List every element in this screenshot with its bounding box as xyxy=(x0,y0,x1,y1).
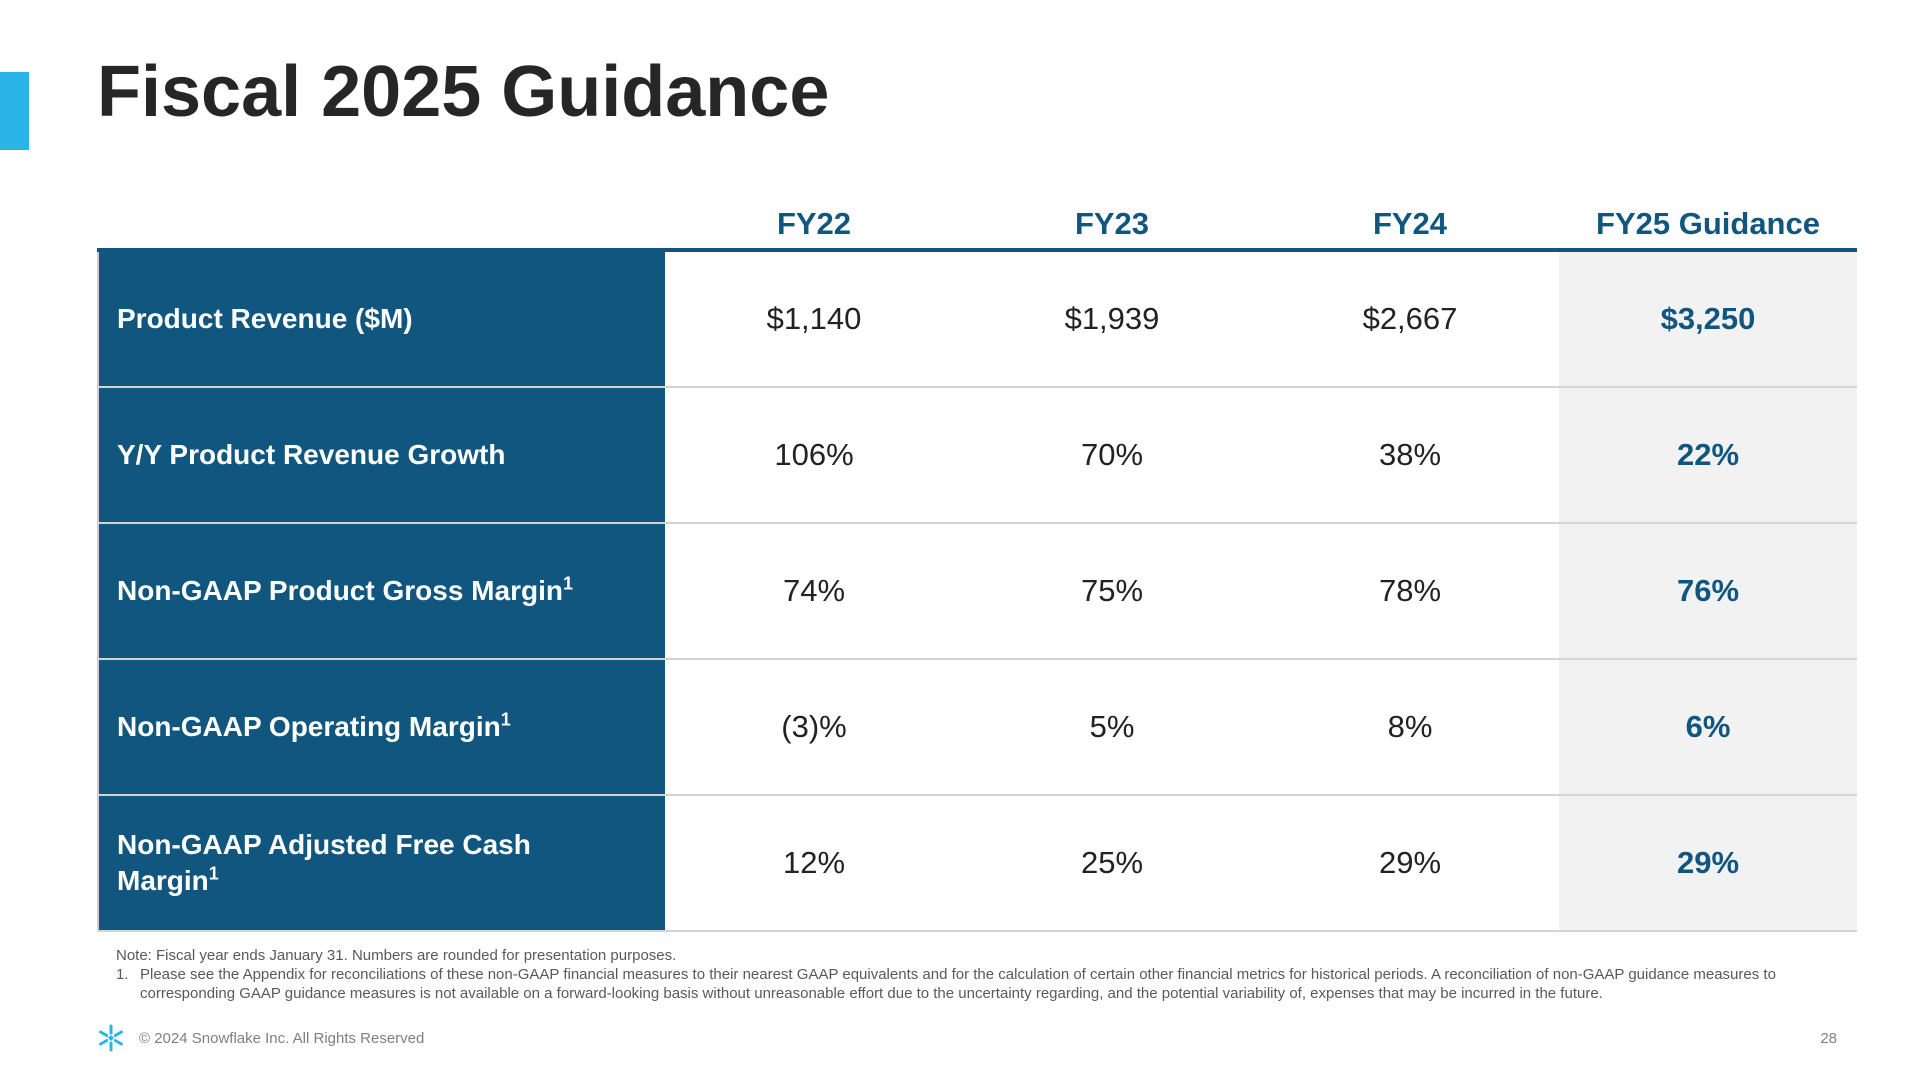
table-cell: 106% xyxy=(774,437,854,472)
footnote-1: 1. Please see the Appendix for reconcili… xyxy=(116,965,1856,1003)
table-cell: (3)% xyxy=(781,709,847,744)
footnotes: Note: Fiscal year ends January 31. Numbe… xyxy=(116,946,1856,1003)
footnote-marker: 1 xyxy=(208,863,219,884)
page-title: Fiscal 2025 Guidance xyxy=(97,52,830,132)
table-left-border xyxy=(97,252,99,932)
table-cell: $2,667 xyxy=(1362,301,1458,336)
footnote-marker: 1 xyxy=(562,573,573,594)
table-cell: 78% xyxy=(1378,573,1442,608)
page-number: 28 xyxy=(1820,1030,1837,1047)
guidance-cell: $3,250 xyxy=(1559,252,1857,386)
table-cell: $1,939 xyxy=(1064,301,1160,336)
table-row-free-cash-margin: Non-GAAP Adjusted Free Cash Margin1 12% … xyxy=(97,796,1857,932)
table-cell: 5% xyxy=(1089,709,1135,744)
table-row-product-revenue: Product Revenue ($M) $1,140 $1,939 $2,66… xyxy=(97,252,1857,388)
row-label-text: Y/Y Product Revenue Growth xyxy=(117,439,506,471)
row-label: Non-GAAP Operating Margin1 xyxy=(97,660,665,794)
column-header-fy25-guidance: FY25 Guidance xyxy=(1596,206,1820,241)
table-cell: 74% xyxy=(782,573,846,608)
footnote-text: Please see the Appendix for reconciliati… xyxy=(140,966,1776,1002)
table-cell: 38% xyxy=(1378,437,1442,472)
row-label: Non-GAAP Adjusted Free Cash Margin1 xyxy=(97,796,665,930)
footer: © 2024 Snowflake Inc. All Rights Reserve… xyxy=(97,1024,1837,1054)
row-label-text: Non-GAAP Adjusted Free Cash Margin xyxy=(117,829,531,896)
note-text: Note: Fiscal year ends January 31. Numbe… xyxy=(116,947,677,964)
row-label-text: Non-GAAP Operating Margin xyxy=(117,711,501,743)
snowflake-icon xyxy=(99,1024,123,1052)
guidance-cell: 6% xyxy=(1559,660,1857,794)
row-label-text: Product Revenue ($M) xyxy=(117,303,413,335)
table-cell: 75% xyxy=(1080,573,1144,608)
table-cell: $1,140 xyxy=(766,301,862,336)
footnote-number: 1. xyxy=(116,966,129,983)
table-cell: 70% xyxy=(1080,437,1144,472)
guidance-table: FY22 FY23 FY24 FY25 Guidance Product Rev… xyxy=(97,200,1857,932)
row-label: Product Revenue ($M) xyxy=(97,252,665,386)
table-cell: 25% xyxy=(1080,845,1144,880)
row-label: Y/Y Product Revenue Growth xyxy=(97,388,665,522)
table-row-operating-margin: Non-GAAP Operating Margin1 (3)% 5% 8% 6% xyxy=(97,660,1857,796)
table-row-revenue-growth: Y/Y Product Revenue Growth 106% 70% 38% … xyxy=(97,388,1857,524)
row-label: Non-GAAP Product Gross Margin1 xyxy=(97,524,665,658)
guidance-cell: 29% xyxy=(1559,796,1857,930)
table-row-gross-margin: Non-GAAP Product Gross Margin1 74% 75% 7… xyxy=(97,524,1857,660)
column-header-fy22: FY22 xyxy=(776,206,852,241)
table-cell: 8% xyxy=(1387,709,1433,744)
table-cell: 12% xyxy=(782,845,846,880)
footnote-marker: 1 xyxy=(500,709,511,730)
column-header-fy23: FY23 xyxy=(1074,206,1150,241)
table-header-row: FY22 FY23 FY24 FY25 Guidance xyxy=(97,200,1857,252)
column-header-fy24: FY24 xyxy=(1372,206,1448,241)
accent-bar xyxy=(0,72,29,150)
row-label-text: Non-GAAP Product Gross Margin xyxy=(117,575,563,607)
table-cell: 29% xyxy=(1378,845,1442,880)
guidance-cell: 22% xyxy=(1559,388,1857,522)
guidance-cell: 76% xyxy=(1559,524,1857,658)
copyright-text: © 2024 Snowflake Inc. All Rights Reserve… xyxy=(139,1030,425,1047)
